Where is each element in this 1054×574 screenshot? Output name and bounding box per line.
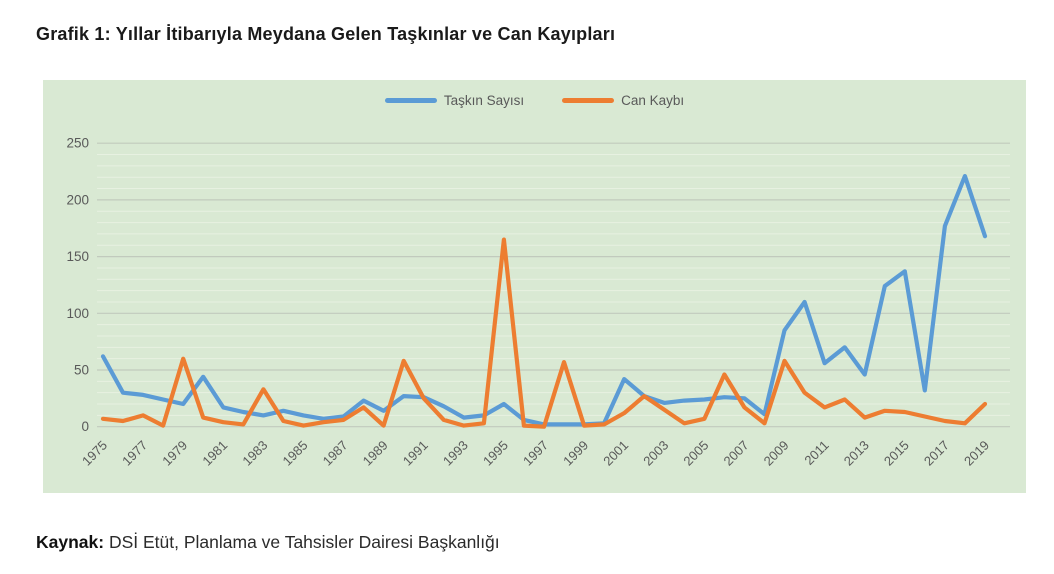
svg-text:150: 150 [66, 249, 89, 264]
svg-text:1983: 1983 [239, 438, 270, 469]
svg-text:1991: 1991 [400, 438, 431, 469]
svg-text:2017: 2017 [921, 438, 952, 469]
svg-text:1979: 1979 [159, 438, 190, 469]
svg-text:1981: 1981 [199, 438, 230, 469]
legend-label-taskin-sayisi: Taşkın Sayısı [443, 93, 525, 108]
chart-panel: 0 50 100 150 200 250 1975 1977 1979 1981 1983 1985 1… [43, 80, 1026, 493]
svg-text:1985: 1985 [280, 438, 311, 469]
y-axis-labels: 0 50 100 150 200 250 [66, 136, 89, 435]
series-line-taskin-sayisi [100, 173, 988, 427]
major-gridlines [97, 142, 1010, 428]
svg-text:1993: 1993 [440, 438, 471, 469]
svg-text:2015: 2015 [881, 438, 912, 469]
svg-text:2019: 2019 [961, 438, 992, 469]
source-label: Kaynak: [36, 532, 105, 552]
svg-text:0: 0 [81, 419, 89, 434]
svg-text:1987: 1987 [320, 438, 351, 469]
svg-text:2011: 2011 [801, 438, 831, 468]
svg-text:250: 250 [66, 136, 89, 151]
series-line-can-kaybi [100, 237, 988, 429]
legend-swatch-taskin-sayisi [384, 98, 437, 103]
chart-legend: Taşkın Sayısı Can Kaybı [43, 93, 1026, 108]
svg-text:2009: 2009 [761, 438, 792, 469]
svg-text:1977: 1977 [119, 438, 150, 469]
legend-swatch-can-kaybi [562, 98, 615, 103]
svg-text:1975: 1975 [79, 438, 110, 469]
legend-item-can-kaybi: Can Kaybı [562, 93, 684, 108]
svg-text:2005: 2005 [680, 438, 711, 469]
svg-text:1999: 1999 [560, 438, 591, 469]
svg-text:2007: 2007 [721, 438, 752, 469]
svg-text:1997: 1997 [520, 438, 551, 469]
svg-text:2003: 2003 [640, 438, 671, 469]
svg-text:2013: 2013 [841, 438, 872, 469]
svg-text:100: 100 [66, 306, 89, 321]
svg-text:50: 50 [74, 363, 89, 378]
legend-item-taskin-sayisi: Taşkın Sayısı [384, 93, 525, 108]
minor-gridlines [97, 154, 1010, 416]
legend-label-can-kaybi: Can Kaybı [621, 93, 685, 108]
source-text: DSİ Etüt, Planlama ve Tahsisler Dairesi … [108, 532, 500, 552]
svg-text:200: 200 [66, 192, 89, 207]
page-title: Grafik 1: Yıllar İtibarıyla Meydana Gele… [36, 24, 616, 44]
source-line: Kaynak: DSİ Etüt, Planlama ve Tahsisler … [36, 532, 500, 553]
svg-text:2001: 2001 [600, 438, 631, 469]
svg-text:1989: 1989 [360, 438, 391, 469]
x-axis-labels: 1975 1977 1979 1981 1983 1985 1987 1989 1991 1993… [79, 438, 992, 469]
svg-text:1995: 1995 [480, 438, 511, 469]
